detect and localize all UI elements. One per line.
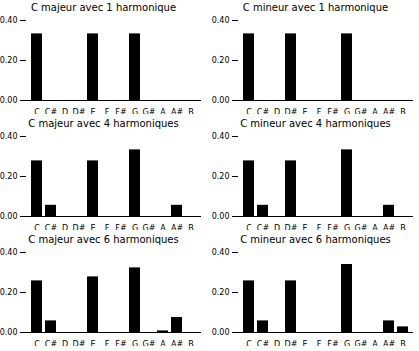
svg-text:F: F (317, 108, 322, 114)
svg-text:G#: G# (143, 224, 156, 230)
svg-text:B: B (400, 340, 406, 346)
svg-text:F#: F# (327, 224, 339, 230)
svg-text:B: B (188, 108, 194, 114)
svg-text:F: F (105, 108, 110, 114)
svg-text:G: G (132, 108, 138, 114)
svg-text:0.20: 0.20 (212, 56, 230, 65)
svg-text:G#: G# (355, 340, 368, 346)
svg-text:G#: G# (143, 108, 156, 114)
svg-text:D: D (274, 108, 280, 114)
svg-text:F#: F# (115, 224, 127, 230)
svg-text:E: E (302, 108, 307, 114)
svg-text:A#: A# (383, 224, 395, 230)
svg-text:B: B (188, 224, 194, 230)
svg-text:0.20: 0.20 (0, 288, 18, 297)
svg-text:0.40: 0.40 (212, 248, 230, 257)
svg-text:A#: A# (171, 108, 183, 114)
svg-text:0.00: 0.00 (0, 328, 18, 337)
svg-text:A: A (372, 108, 378, 114)
html-text:C majeur avec 4 harmoniques: C majeur avec 4 harmoniques (28, 118, 179, 129)
svg-text:E: E (302, 340, 307, 346)
svg-text:F#: F# (115, 108, 127, 114)
svg-text:0.00: 0.00 (212, 328, 230, 337)
svg-text:0.00: 0.00 (212, 96, 230, 105)
svg-text:F: F (105, 340, 110, 346)
svg-text:0.40: 0.40 (0, 248, 18, 257)
svg-text:F: F (317, 340, 322, 346)
svg-text:D: D (62, 340, 68, 346)
svg-text:C: C (34, 108, 40, 114)
svg-text:G: G (344, 108, 350, 114)
svg-text:C: C (246, 340, 252, 346)
svg-text:D#: D# (73, 108, 86, 114)
svg-text:G#: G# (355, 108, 368, 114)
svg-text:0.40: 0.40 (212, 132, 230, 141)
svg-text:0.20: 0.20 (0, 56, 18, 65)
html-text:C majeur avec 1 harmonique: C majeur avec 1 harmonique (30, 2, 177, 13)
svg-text:0.20: 0.20 (0, 172, 18, 181)
svg-text:F: F (105, 224, 110, 230)
html-text:C mineur avec 6 harmoniques: C mineur avec 6 harmoniques (240, 234, 391, 245)
svg-text:D: D (274, 224, 280, 230)
svg-text:G: G (132, 224, 138, 230)
svg-text:E: E (90, 224, 95, 230)
svg-text:0.00: 0.00 (0, 212, 18, 221)
svg-text:F#: F# (327, 108, 339, 114)
svg-text:E: E (90, 340, 95, 346)
svg-text:0.00: 0.00 (0, 96, 18, 105)
svg-text:B: B (400, 108, 406, 114)
svg-text:C#: C# (257, 340, 270, 346)
svg-text:C#: C# (45, 340, 58, 346)
svg-text:B: B (188, 340, 194, 346)
svg-text:A#: A# (383, 340, 395, 346)
svg-text:A#: A# (171, 340, 183, 346)
svg-text:C: C (246, 224, 252, 230)
html-text:C mineur avec 4 harmoniques: C mineur avec 4 harmoniques (240, 118, 391, 129)
svg-text:D: D (274, 340, 280, 346)
svg-text:A: A (372, 340, 378, 346)
svg-text:A#: A# (171, 224, 183, 230)
svg-text:D#: D# (73, 224, 86, 230)
svg-text:0.20: 0.20 (212, 288, 230, 297)
svg-text:0.40: 0.40 (212, 16, 230, 25)
svg-text:A: A (372, 224, 378, 230)
svg-text:G#: G# (143, 340, 156, 346)
svg-text:0.20: 0.20 (212, 172, 230, 181)
svg-text:A: A (160, 108, 166, 114)
svg-text:0.00: 0.00 (212, 212, 230, 221)
html-text:C mineur avec 1 harmonique: C mineur avec 1 harmonique (242, 2, 389, 13)
svg-text:A#: A# (383, 108, 395, 114)
svg-text:C#: C# (45, 224, 58, 230)
svg-text:C: C (246, 108, 252, 114)
svg-text:E: E (302, 224, 307, 230)
svg-text:D#: D# (285, 340, 298, 346)
svg-text:D#: D# (73, 340, 86, 346)
svg-text:C#: C# (257, 224, 270, 230)
html-text:C majeur avec 6 harmoniques: C majeur avec 6 harmoniques (28, 234, 179, 245)
svg-text:C#: C# (45, 108, 58, 114)
svg-text:0.40: 0.40 (0, 132, 18, 141)
svg-text:D: D (62, 224, 68, 230)
svg-text:F: F (317, 224, 322, 230)
svg-text:G: G (344, 340, 350, 346)
svg-text:G#: G# (355, 224, 368, 230)
svg-text:E: E (90, 108, 95, 114)
svg-text:C: C (34, 340, 40, 346)
svg-text:F#: F# (115, 340, 127, 346)
svg-text:B: B (400, 224, 406, 230)
svg-text:G: G (132, 340, 138, 346)
svg-text:F#: F# (327, 340, 339, 346)
svg-text:A: A (160, 340, 166, 346)
svg-text:0.40: 0.40 (0, 16, 18, 25)
svg-text:D#: D# (285, 108, 298, 114)
svg-text:G: G (344, 224, 350, 230)
svg-text:C#: C# (257, 108, 270, 114)
svg-text:A: A (160, 224, 166, 230)
svg-text:D: D (62, 108, 68, 114)
svg-text:C: C (34, 224, 40, 230)
svg-text:D#: D# (285, 224, 298, 230)
